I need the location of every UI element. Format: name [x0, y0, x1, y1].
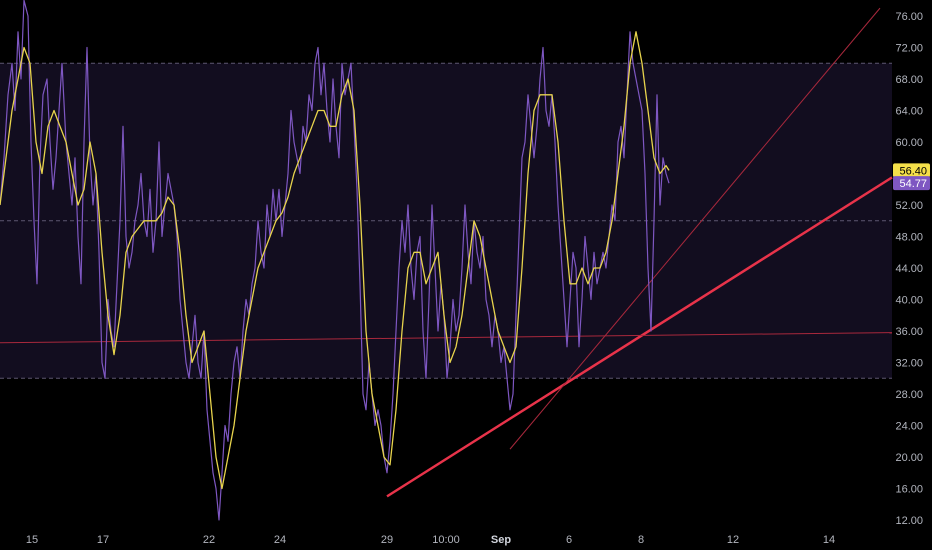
trendline-2[interactable] [0, 332, 893, 344]
price-tag: 56.40 [893, 163, 930, 178]
y-tick-label: 24.00 [895, 421, 923, 433]
y-tick-label: 72.00 [895, 43, 923, 55]
y-tick-label: 32.00 [895, 358, 923, 370]
x-tick-label: 24 [274, 534, 286, 546]
y-tick-label: 52.00 [895, 200, 923, 212]
x-tick-label: 29 [381, 534, 393, 546]
trendline-layer [0, 7, 893, 498]
y-tick-label: 28.00 [895, 389, 923, 401]
rsi-signal-line [0, 31, 670, 490]
trendline-1[interactable] [386, 176, 893, 498]
y-tick-label: 44.00 [895, 263, 923, 275]
y-tick-label: 12.00 [895, 515, 923, 527]
price-tag: 54.77 [893, 176, 930, 191]
y-axis[interactable]: 76.0072.0068.0064.0060.0056.0052.0048.00… [895, 11, 923, 527]
y-tick-label: 40.00 [895, 295, 923, 307]
x-tick-label: 12 [727, 534, 739, 546]
x-tick-label: 14 [823, 534, 835, 546]
rsi-line [0, 0, 670, 521]
x-tick-label: 22 [203, 534, 215, 546]
y-tick-label: 20.00 [895, 452, 923, 464]
y-tick-label: 48.00 [895, 232, 923, 244]
x-tick-label: 8 [638, 534, 644, 546]
x-axis[interactable]: 15 17 22 24 29 10:00 Sep 6 8 12 14 [26, 534, 835, 546]
trendline-3[interactable] [509, 7, 881, 450]
y-tick-label: 64.00 [895, 106, 923, 118]
price-tag-bg [893, 176, 930, 191]
x-tick-label: 10:00 [432, 534, 460, 546]
x-tick-label: 17 [97, 534, 109, 546]
y-tick-label: 76.00 [895, 11, 923, 23]
y-tick-label: 68.00 [895, 74, 923, 86]
y-tick-label: 16.00 [895, 484, 923, 496]
series-layer [0, 0, 670, 521]
price-tag-label: 56.40 [899, 165, 927, 177]
x-tick-label: 6 [566, 534, 572, 546]
price-tag-bg [893, 163, 930, 178]
price-tag-label: 54.77 [899, 178, 927, 190]
y-tick-label: 60.00 [895, 137, 923, 149]
y-tick-label: 36.00 [895, 326, 923, 338]
x-tick-label: Sep [491, 534, 511, 546]
x-tick-label: 15 [26, 534, 38, 546]
